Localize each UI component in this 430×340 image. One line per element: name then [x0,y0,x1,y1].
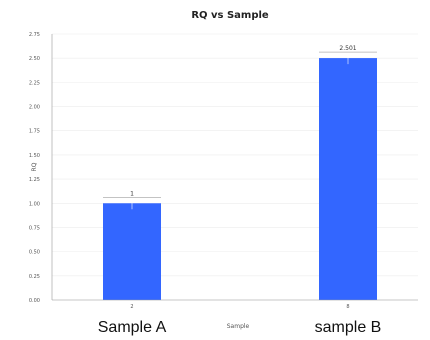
y-tick-label: 0.00 [29,298,40,304]
x-axis-label: Sample [227,323,250,330]
y-tick-label: 0.50 [29,250,40,256]
bar [319,58,377,301]
y-axis-label: RQ [31,162,38,171]
y-tick-label: 1.75 [29,129,40,135]
category-label: Sample A [98,319,167,336]
x-tick-label: 8 [346,304,349,310]
y-tick-label: 2.00 [29,105,40,111]
y-tick-label: 2.50 [29,56,40,62]
x-tick-label: 2 [130,304,133,310]
y-tick-label: 1.00 [29,201,40,207]
chart-title: RQ vs Sample [191,10,269,21]
y-tick-label: 1.25 [29,177,40,183]
bar-data-label: 1 [130,190,134,197]
bars-group: 1 2.501 [103,45,377,301]
bar [103,203,161,300]
bar-data-label: 2.501 [339,45,356,52]
y-tick-label: 2.25 [29,80,40,86]
y-axis-ticks: 0.00 0.25 0.50 0.75 1.00 1.25 1.50 1.75 2.00 2.25… [29,32,40,304]
y-tick-label: 0.75 [29,225,40,231]
category-label: sample B [315,319,382,336]
x-axis-ticks: 2 Sample A 8 sample B [98,304,382,336]
y-tick-label: 2.75 [29,32,40,38]
y-tick-label: 0.25 [29,274,40,280]
y-tick-label: 1.50 [29,153,40,159]
